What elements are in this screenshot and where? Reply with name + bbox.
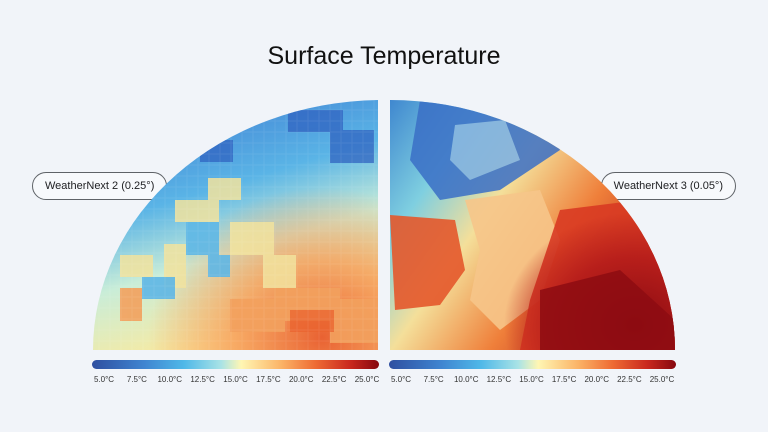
colorbar-tick-label: 22.5°C: [321, 375, 347, 384]
colorbar-tick-label: 17.5°C: [551, 375, 577, 384]
colorbar-tick-label: 15.0°C: [223, 375, 248, 384]
colorbar-tick-label: 25.0°C: [649, 375, 675, 384]
colorbar-left: [92, 360, 379, 369]
colorbar-tick-label: 15.0°C: [519, 375, 544, 384]
map-right: [390, 100, 675, 350]
colorbar-tick-label: 7.5°C: [126, 375, 147, 384]
colorbar-tick-label: 5.0°C: [93, 375, 115, 384]
colorbar-tick-label: 17.5°C: [256, 375, 281, 384]
colorbar-tick-label: 12.5°C: [486, 375, 512, 384]
colorbar-tick-label: 12.5°C: [190, 375, 215, 384]
model-label-right: WeatherNext 3 (0.05°): [600, 172, 736, 200]
colorbar-tick-label: 5.0°C: [390, 375, 412, 384]
colorbar-right: [389, 360, 676, 369]
colorbar-ticks-right: 5.0°C 7.5°C 10.0°C 12.5°C 15.0°C 17.5°C 20.0°C…: [0, 375, 768, 387]
colorbar-tick-label: 20.0°C: [584, 375, 610, 384]
colorbar-tick-label: 22.5°C: [617, 375, 642, 384]
colorbar-tick-label: 25.0°C: [354, 375, 380, 384]
colorbar-ticks-left: 5.0°C 7.5°C 10.0°C 12.5°C 15.0°C 17.5°C 20.0°C…: [0, 375, 768, 387]
colorbar-tick-label: 20.0°C: [288, 375, 314, 384]
colorbar-tick-label: 10.0°C: [157, 375, 183, 384]
map-left: [93, 100, 378, 350]
model-label-left: WeatherNext 2 (0.25°): [32, 172, 168, 200]
page-title: Surface Temperature: [267, 42, 501, 70]
colorbar-tick-label: 7.5°C: [423, 375, 444, 384]
colorbar-tick-label: 10.0°C: [453, 375, 479, 384]
